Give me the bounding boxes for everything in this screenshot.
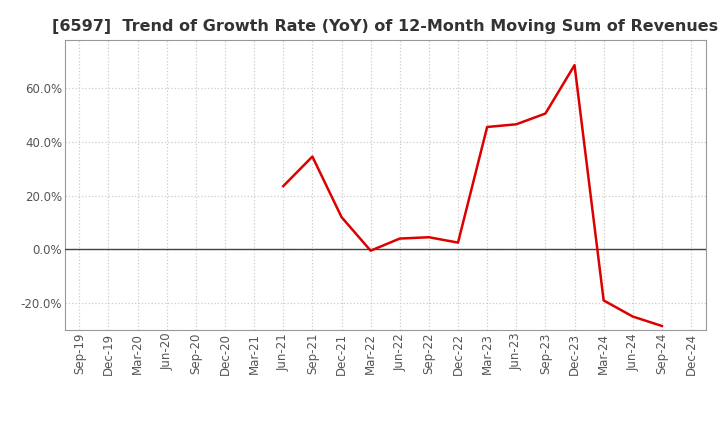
Title: [6597]  Trend of Growth Rate (YoY) of 12-Month Moving Sum of Revenues: [6597] Trend of Growth Rate (YoY) of 12-…: [52, 19, 719, 34]
